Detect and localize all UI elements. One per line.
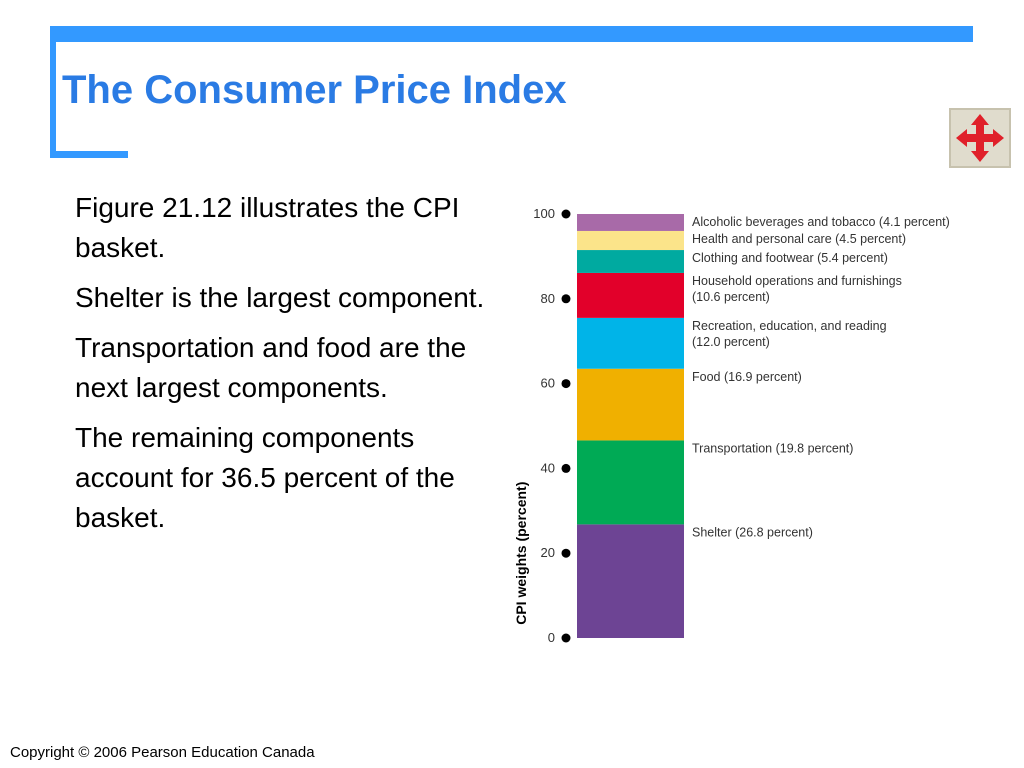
- bullet-point: Shelter is the largest component.: [75, 282, 485, 313]
- segment-label: Alcoholic beverages and tobacco (4.1 per…: [692, 215, 950, 229]
- y-tick-dot: [561, 548, 571, 558]
- bar-segment: [577, 214, 684, 231]
- four-way-arrows-icon: [956, 114, 1004, 162]
- segment-label: Shelter (26.8 percent): [692, 525, 813, 539]
- slide-title: The Consumer Price Index: [62, 68, 567, 112]
- nav-button[interactable]: [949, 108, 1011, 168]
- copyright-footer: Copyright © 2006 Pearson Education Canad…: [10, 744, 315, 761]
- bar-segment: [577, 230, 684, 251]
- cpi-stacked-bar-chart: 0 20 40 60 80 100 CPI weights (percent) Shelter…: [513, 206, 950, 645]
- y-tick-dot: [561, 633, 571, 643]
- segment-label: Household operations and furnishings (10.…: [692, 274, 902, 304]
- y-tick-label: 100: [533, 206, 555, 221]
- segment-label: Transportation (19.8 percent): [692, 441, 853, 455]
- segment-label: Health and personal care (4.5 percent): [692, 232, 906, 246]
- y-tick-dot: [561, 294, 571, 304]
- header-left-bracket: [50, 26, 56, 158]
- bar-segment: [577, 524, 684, 638]
- y-tick-dot: [561, 463, 571, 473]
- segment-label: Recreation, education, and reading (12.0 …: [692, 319, 887, 349]
- bullet-point: The remaining components account for 36.…: [75, 422, 455, 533]
- y-axis-label: CPI weights (percent): [513, 482, 529, 625]
- bullet-point: Figure 21.12 illustrates the CPI basket.: [75, 192, 460, 263]
- segment-label: Clothing and footwear (5.4 percent): [692, 251, 888, 265]
- y-tick-dot: [561, 209, 571, 219]
- header-bottom-bracket: [50, 151, 128, 158]
- y-tick-label: 80: [541, 291, 555, 306]
- bar-segment: [577, 272, 684, 318]
- y-tick-label: 0: [548, 630, 555, 645]
- bar-segment: [577, 368, 684, 441]
- y-tick-dot: [561, 379, 571, 389]
- bullet-point: Transportation and food are the next lar…: [75, 332, 467, 403]
- y-tick-label: 20: [541, 545, 555, 560]
- bar-segment: [577, 250, 684, 273]
- bullet-list: Figure 21.12 illustrates the CPI basket.…: [75, 188, 495, 548]
- bar-segment: [577, 317, 684, 369]
- y-tick-label: 60: [541, 376, 555, 391]
- header-top-bar: [50, 26, 973, 42]
- y-tick-label: 40: [541, 460, 555, 475]
- segment-label: Food (16.9 percent): [692, 370, 802, 384]
- bar-segment: [577, 440, 684, 525]
